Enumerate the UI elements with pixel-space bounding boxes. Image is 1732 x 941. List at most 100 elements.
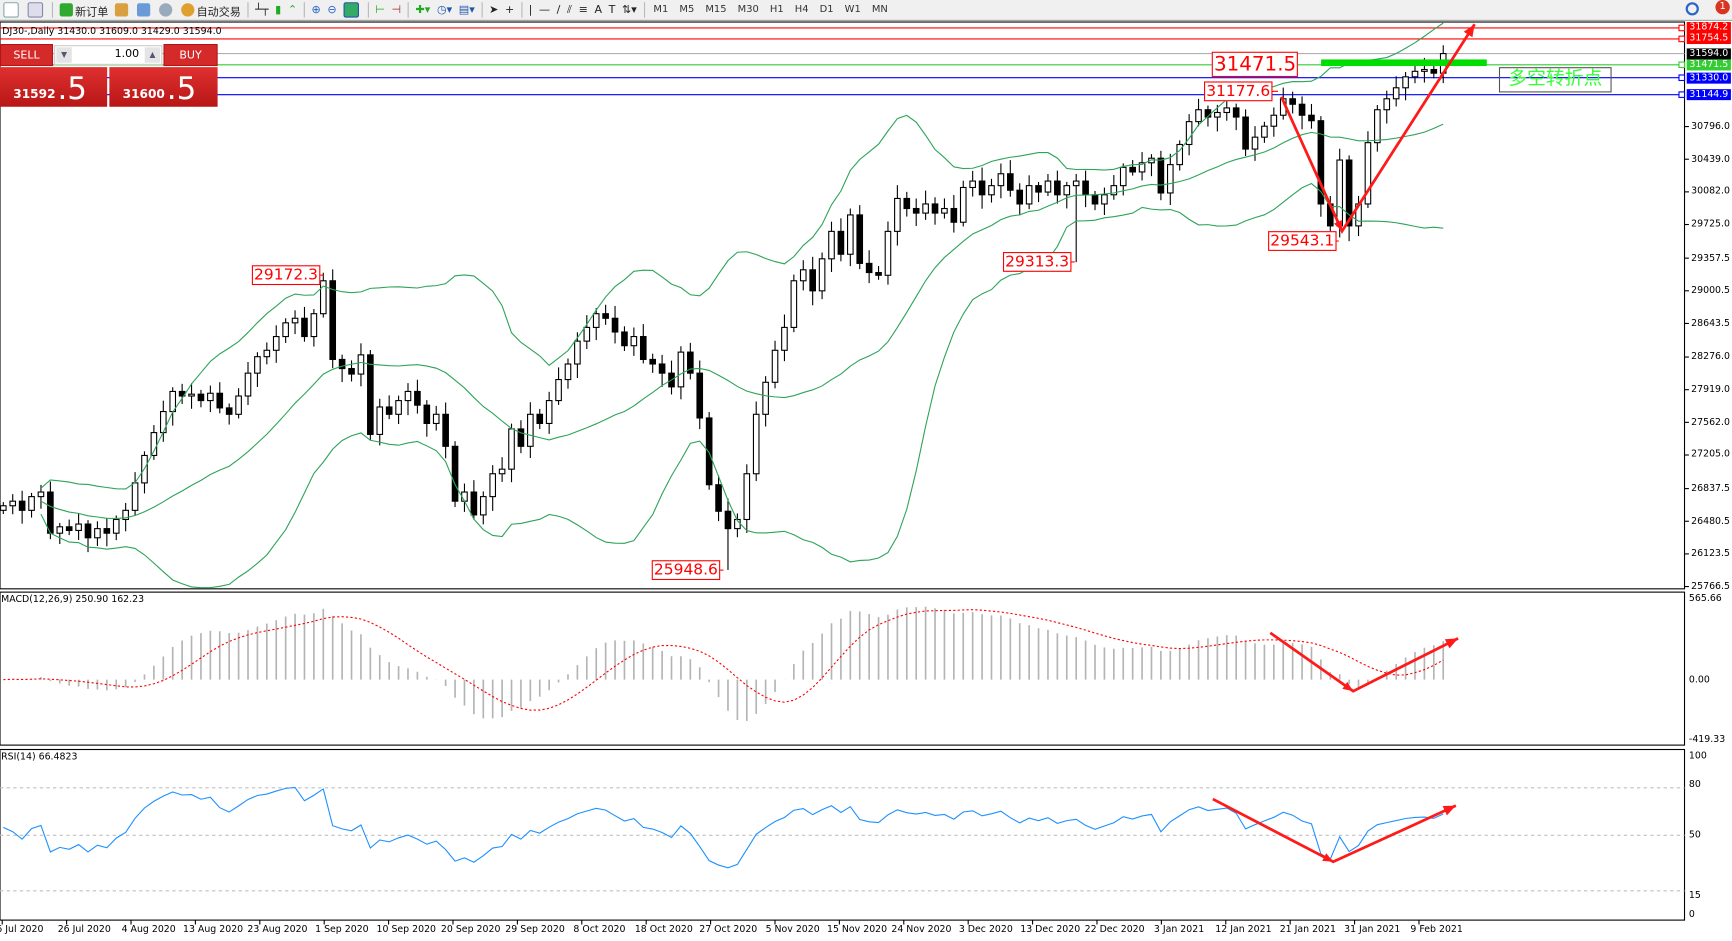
history-icon[interactable]	[112, 1, 134, 19]
macd-axis-label: 0.00	[1688, 674, 1710, 686]
chart-shift-icon[interactable]: ⊣	[391, 3, 402, 16]
candle-bullish	[37, 491, 45, 498]
separator	[247, 2, 249, 18]
channel-icon[interactable]: ⫽	[567, 3, 572, 16]
pivot-price-annotation[interactable]: 31471.5	[1211, 51, 1299, 78]
indicators-icon[interactable]: ✚▾	[415, 3, 431, 16]
price-annotation-low[interactable]: 25948.6	[651, 560, 721, 581]
periods-icon[interactable]: ◷▾	[436, 3, 453, 16]
arrows-icon[interactable]: ⇅▾	[622, 3, 637, 16]
sell-button[interactable]: SELL	[0, 44, 54, 67]
bar-chart-icon[interactable]: ┴┬	[255, 3, 269, 16]
date-axis-label: 12 Jan 2021	[1215, 924, 1272, 936]
sell-price-big: .5	[57, 70, 87, 107]
macd-frame	[0, 591, 1686, 746]
notification-badge[interactable]: 1	[1715, 0, 1730, 15]
text-label-icon[interactable]: T	[608, 3, 616, 16]
macd-label: MACD(12,26,9) 250.90 162.23	[1, 594, 145, 606]
candle-bullish	[1392, 87, 1400, 100]
price-annotation-low[interactable]: 29313.3	[1002, 252, 1072, 272]
timeframe-w1[interactable]: W1	[844, 4, 861, 16]
candle-bullish	[56, 526, 64, 534]
price-annotation-low[interactable]: 29543.1	[1268, 231, 1337, 251]
candle-bearish	[301, 317, 308, 338]
rsi-axis-label: 100	[1688, 750, 1707, 762]
candle-bearish	[1298, 103, 1306, 116]
candle-bullish	[254, 356, 261, 374]
volume-increase-icon[interactable]: ▲	[144, 47, 161, 63]
timeframe-m15[interactable]: M15	[705, 4, 727, 16]
timeframe-h1[interactable]: H1	[769, 4, 784, 16]
new-order-button[interactable]: 新订单	[56, 1, 111, 19]
candle-bearish	[1082, 180, 1089, 196]
candle-bullish	[489, 473, 497, 498]
candle-bullish	[771, 349, 779, 383]
separator	[643, 2, 645, 18]
fibonacci-icon[interactable]: ≡	[578, 3, 588, 16]
date-axis-label: 6 Jul 2020	[0, 924, 44, 936]
tile-windows-icon[interactable]	[340, 1, 364, 19]
price-annotation-high[interactable]: 29172.3	[251, 265, 321, 286]
price-axis-label: 30439.0	[1691, 153, 1730, 165]
candle-bearish	[1035, 185, 1042, 193]
buy-price-small: 31600	[122, 86, 165, 102]
templates-icon[interactable]: ▤▾	[458, 3, 475, 16]
candle-bullish	[1025, 185, 1033, 205]
candle-bullish	[922, 203, 929, 214]
buy-button[interactable]: BUY	[163, 44, 218, 67]
price-v-arrow	[1280, 23, 1476, 235]
crosshair-icon[interactable]: +	[505, 3, 515, 16]
pivot-zone-bar	[1321, 59, 1487, 67]
signal-icon[interactable]	[156, 1, 178, 19]
price-axis-label: 29725.0	[1691, 219, 1730, 231]
line-chart-icon[interactable]: ⌃	[287, 3, 298, 16]
level-price-label: 31330.0	[1686, 72, 1731, 84]
vertical-line-icon[interactable]: |	[528, 3, 533, 16]
candle-bullish	[969, 180, 976, 189]
price-axis-label: 26123.5	[1691, 548, 1730, 560]
volume-input[interactable]: 1.00	[114, 48, 140, 61]
timeframe-m30[interactable]: M30	[737, 4, 759, 16]
timeframe-mn[interactable]: MN	[871, 4, 888, 16]
pivot-text-label[interactable]: 多空转折点	[1498, 67, 1612, 93]
date-axis-label: 9 Feb 2021	[1410, 924, 1463, 936]
candle-bullish	[545, 400, 553, 424]
auto-trade-button[interactable]: 自动交易	[178, 1, 244, 19]
new-order-label: 新订单	[75, 6, 109, 19]
new-chart-icon[interactable]	[0, 1, 24, 19]
timeframe-m1[interactable]: M1	[653, 4, 669, 16]
timeframe-d1[interactable]: D1	[819, 4, 834, 16]
price-annotation-high[interactable]: 31177.6	[1204, 81, 1273, 102]
candle-bearish	[649, 358, 656, 365]
timeframe-m5[interactable]: M5	[679, 4, 695, 16]
buy-price-button[interactable]: 31600 .5	[109, 67, 218, 107]
cursor-icon[interactable]: ➤	[489, 3, 499, 16]
candle-bullish	[799, 269, 807, 282]
macd-axis-label: 565.66	[1688, 593, 1722, 605]
candle-bullish	[828, 230, 835, 260]
candlestick-icon[interactable]: ▮	[275, 3, 282, 16]
rsi-v-arrow-head	[1442, 805, 1456, 816]
rsi-axis-label: 50	[1688, 829, 1701, 841]
candle-bullish	[1119, 166, 1127, 187]
search-icon[interactable]	[1685, 2, 1699, 16]
candle-bearish	[338, 358, 346, 370]
zoom-chart-icon[interactable]	[24, 1, 48, 19]
horizontal-line-icon[interactable]: —	[538, 3, 551, 16]
trendline-icon[interactable]: /	[556, 3, 561, 16]
text-icon[interactable]: A	[594, 3, 603, 16]
zoom-out-icon[interactable]: ⊖	[327, 3, 337, 16]
zoom-in-icon[interactable]: ⊕	[311, 3, 321, 16]
price-axis-label: 28643.5	[1691, 317, 1730, 329]
candle-bullish	[743, 473, 751, 521]
sell-price-button[interactable]: 31592 .5	[0, 67, 108, 107]
volume-decrease-icon[interactable]: ▼	[56, 47, 72, 63]
volume-stepper[interactable]: ▼ 1.00 ▲	[54, 45, 163, 65]
auto-scroll-icon[interactable]: ⊢	[375, 3, 385, 16]
candle-bearish	[1308, 114, 1315, 122]
data-window-icon[interactable]	[134, 1, 156, 19]
timeframe-h4[interactable]: H4	[794, 4, 809, 16]
bollinger-upper-band	[40, 22, 1444, 490]
